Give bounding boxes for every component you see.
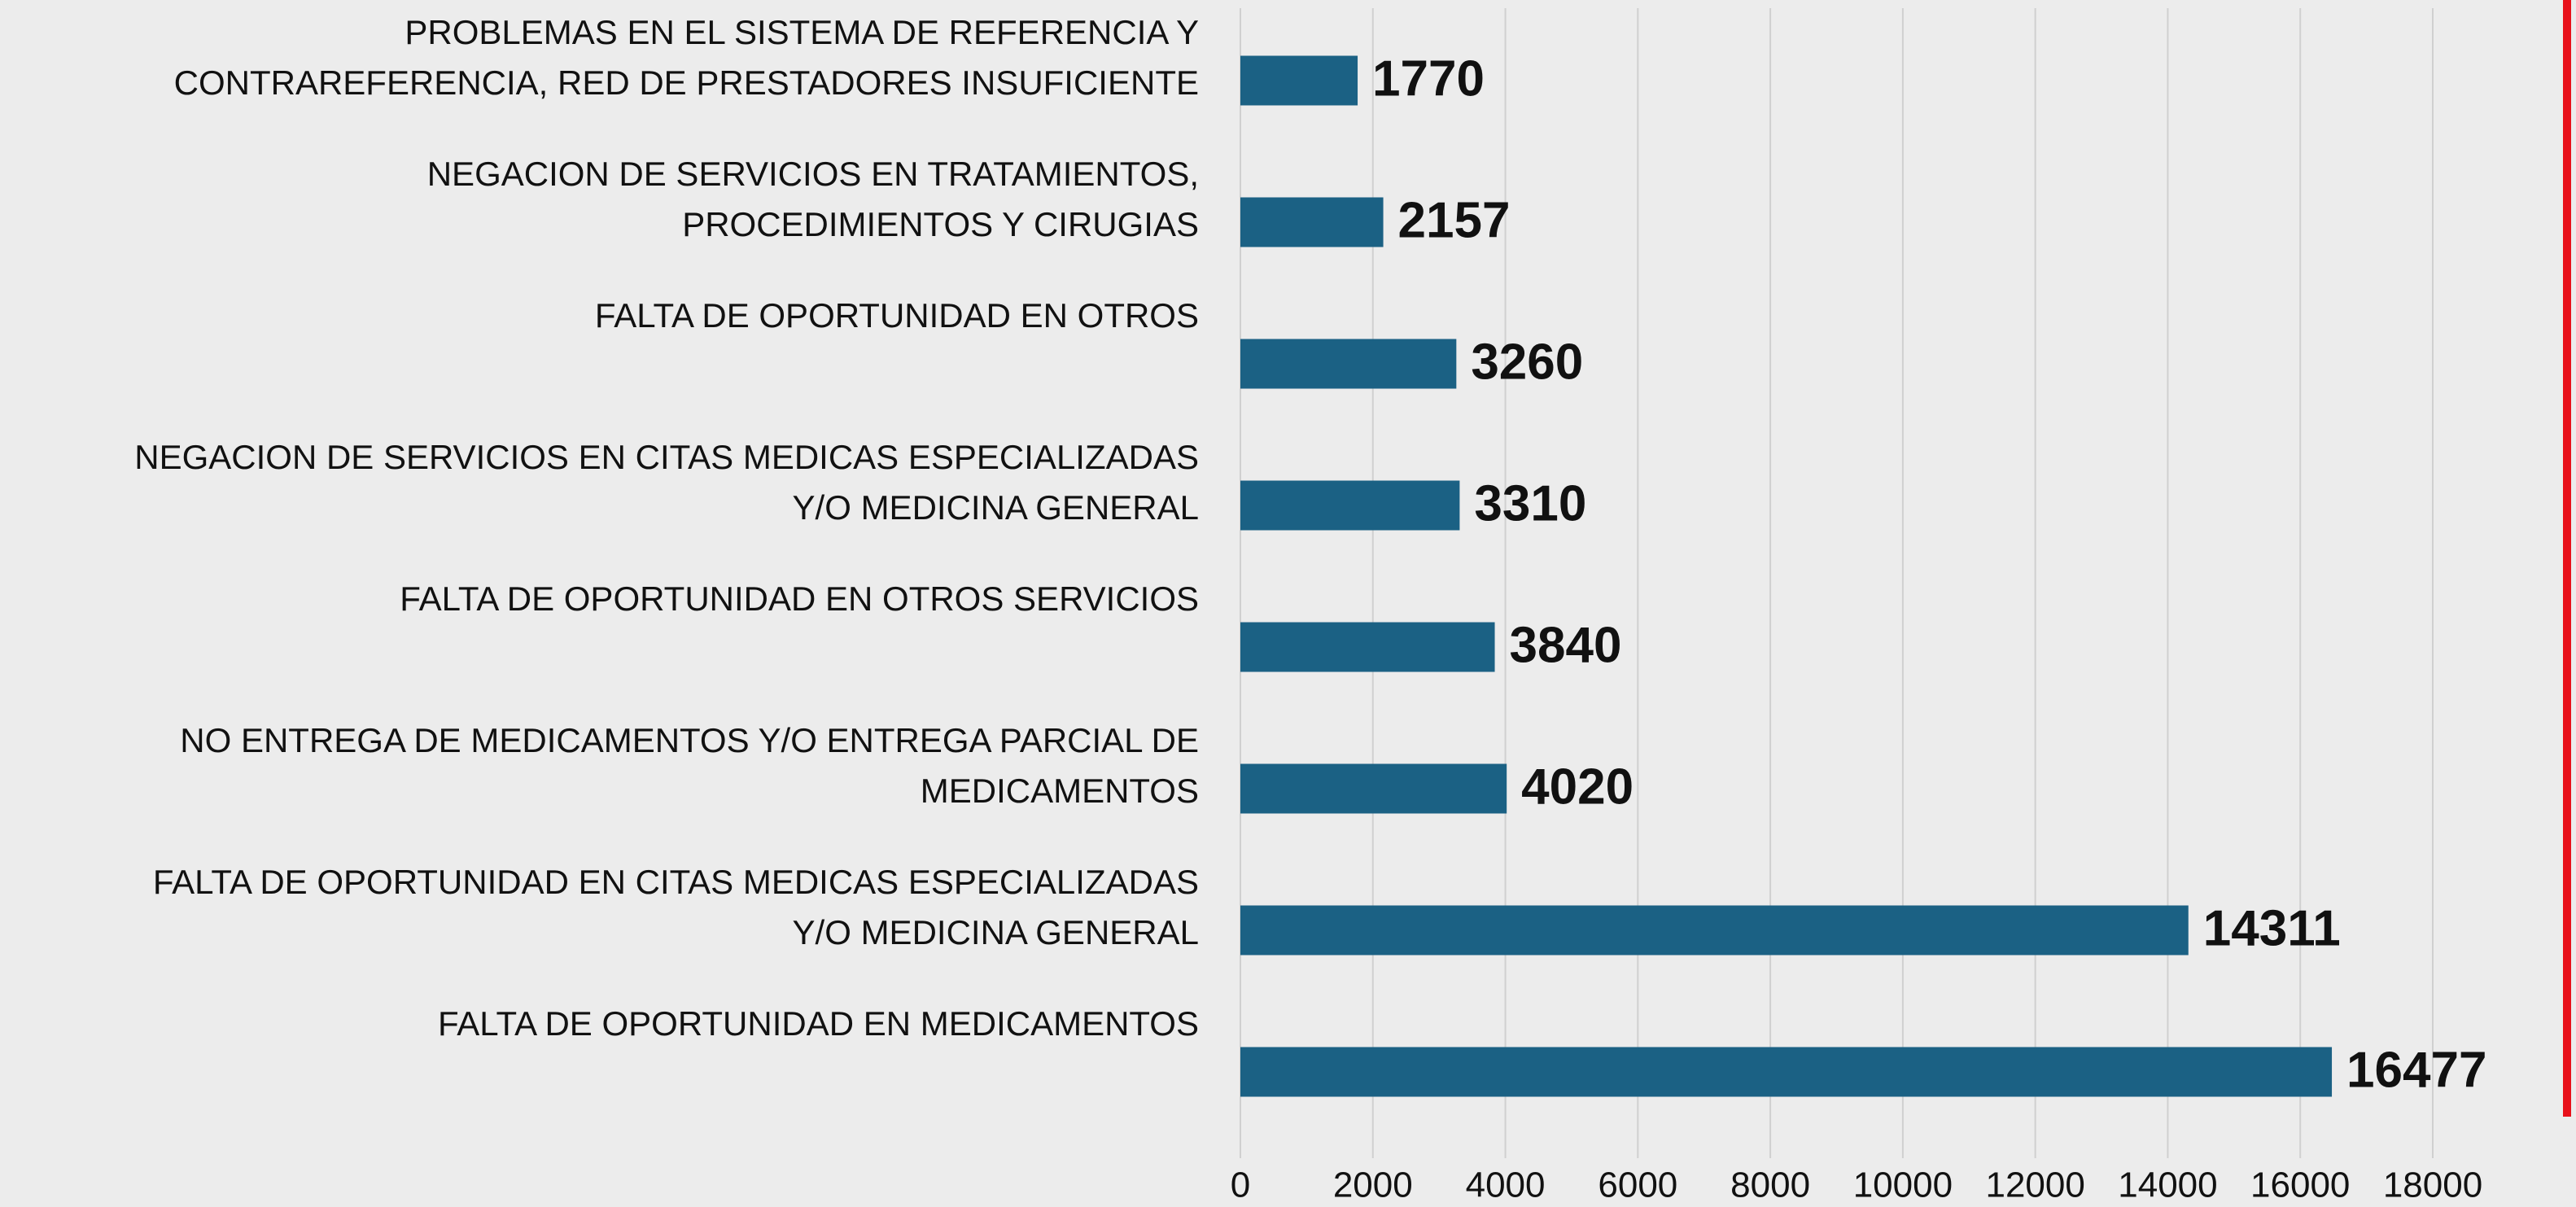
value-label: 16477 <box>2346 1042 2486 1098</box>
bar <box>1240 55 1358 106</box>
category-label: FALTA DE OPORTUNIDAD EN OTROS <box>595 296 1199 335</box>
bar <box>1240 339 1457 389</box>
accent-line <box>2563 0 2571 1117</box>
category-label: NO ENTREGA DE MEDICAMENTOS Y/O ENTREGA P… <box>180 721 1199 759</box>
category-label: Y/O MEDICINA GENERAL <box>793 913 1199 951</box>
value-label: 14311 <box>2203 900 2341 956</box>
category-label: Y/O MEDICINA GENERAL <box>793 488 1199 527</box>
x-tick-label: 4000 <box>1466 1165 1546 1205</box>
category-label: PROBLEMAS EN EL SISTEMA DE REFERENCIA Y <box>405 13 1199 51</box>
bar <box>1240 197 1384 247</box>
value-label: 2157 <box>1398 192 1511 248</box>
bar <box>1240 1047 2333 1097</box>
category-label: NEGACION DE SERVICIOS EN TRATAMIENTOS, <box>427 155 1199 193</box>
category-label: FALTA DE OPORTUNIDAD EN CITAS MEDICAS ES… <box>153 863 1199 901</box>
category-label: MEDICAMENTOS <box>921 772 1199 810</box>
bar <box>1240 480 1460 531</box>
value-label: 3310 <box>1474 475 1586 531</box>
value-label: 4020 <box>1521 759 1634 815</box>
category-label: PROCEDIMIENTOS Y CIRUGIAS <box>682 205 1199 243</box>
bar <box>1240 622 1495 672</box>
bar <box>1240 763 1507 814</box>
x-tick-label: 6000 <box>1598 1165 1677 1205</box>
category-label: CONTRAREFERENCIA, RED DE PRESTADORES INS… <box>174 63 1199 102</box>
value-label: 3840 <box>1510 617 1622 673</box>
category-label: NEGACION DE SERVICIOS EN CITAS MEDICAS E… <box>134 438 1199 476</box>
category-label: FALTA DE OPORTUNIDAD EN MEDICAMENTOS <box>438 1004 1199 1043</box>
value-label: 3260 <box>1471 334 1583 390</box>
x-tick-label: 18000 <box>2383 1165 2482 1205</box>
x-tick-label: 2000 <box>1333 1165 1413 1205</box>
category-label: FALTA DE OPORTUNIDAD EN OTROS SERVICIOS <box>400 579 1199 618</box>
value-label: 1770 <box>1372 50 1485 107</box>
bar <box>1240 905 2189 956</box>
x-tick-label: 12000 <box>1985 1165 2084 1205</box>
x-tick-label: 16000 <box>2250 1165 2350 1205</box>
x-tick-label: 14000 <box>2118 1165 2217 1205</box>
x-tick-label: 10000 <box>1853 1165 1953 1205</box>
x-tick-label: 8000 <box>1730 1165 1810 1205</box>
x-tick-label: 0 <box>1231 1165 1250 1205</box>
